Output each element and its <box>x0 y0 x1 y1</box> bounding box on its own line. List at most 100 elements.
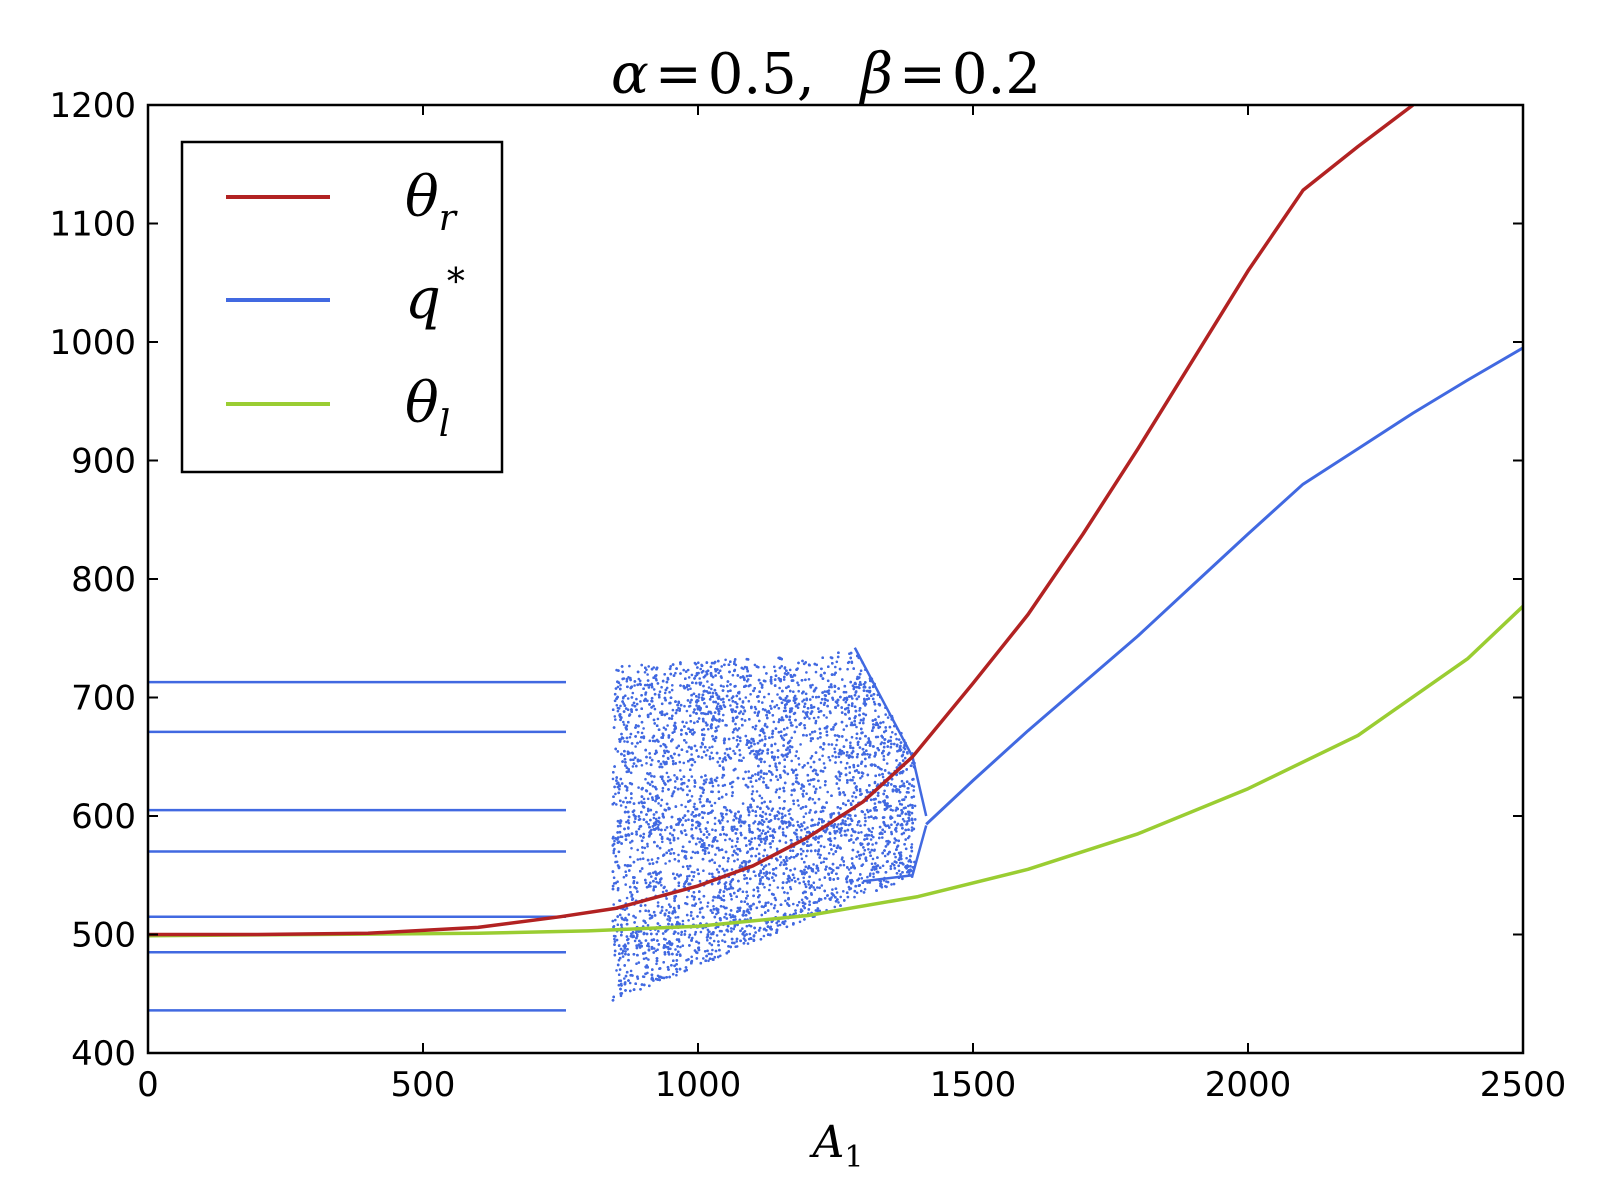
q-star-point <box>614 718 617 721</box>
q-star-point <box>618 787 621 791</box>
q-star-point <box>792 902 795 906</box>
q-star-point <box>741 865 744 869</box>
q-star-point <box>912 789 915 792</box>
q-star-point <box>729 704 732 707</box>
q-star-point <box>881 775 885 779</box>
q-star-point <box>855 725 858 729</box>
q-star-point <box>782 698 785 702</box>
q-star-point <box>663 691 667 695</box>
q-star-point <box>784 920 787 923</box>
q-star-point <box>774 874 778 877</box>
q-star-point <box>885 840 888 843</box>
q-star-point <box>887 781 890 785</box>
q-star-point <box>786 746 790 749</box>
q-star-point <box>801 792 804 796</box>
q-star-point <box>667 903 671 906</box>
q-star-point <box>761 701 764 704</box>
q-star-point <box>647 958 650 961</box>
q-star-point <box>732 736 735 740</box>
q-star-point <box>613 839 616 843</box>
q-star-point <box>872 723 875 726</box>
q-star-point <box>849 741 852 744</box>
q-star-point <box>759 775 763 778</box>
q-star-point <box>640 800 643 803</box>
q-star-point <box>799 743 802 746</box>
q-star-point <box>666 724 669 727</box>
q-star-point <box>812 886 815 889</box>
q-star-point <box>681 919 685 923</box>
q-star-point <box>877 726 880 730</box>
q-star-point <box>746 678 750 681</box>
q-star-point <box>833 905 837 909</box>
q-star-point <box>774 762 777 765</box>
q-star-point <box>698 911 702 914</box>
q-star-point <box>700 696 704 699</box>
q-star-point <box>715 868 719 871</box>
q-star-point <box>791 818 794 821</box>
q-star-point <box>694 851 697 855</box>
q-star-point <box>733 849 736 853</box>
q-star-point <box>872 835 875 839</box>
q-star-point <box>774 790 778 794</box>
q-star-point <box>783 765 786 768</box>
q-star-point <box>879 742 883 746</box>
q-star-point <box>764 839 767 843</box>
q-star-point <box>616 824 620 828</box>
q-star-point <box>711 756 715 760</box>
q-star-point <box>693 871 696 874</box>
q-star-point <box>662 779 665 783</box>
q-star-point <box>634 916 637 919</box>
q-star-point <box>655 678 658 682</box>
q-star-point <box>870 862 874 866</box>
q-star-point <box>787 809 790 812</box>
q-star-point <box>703 843 706 847</box>
q-star-point <box>897 869 901 873</box>
q-star-point <box>733 827 736 831</box>
q-star-point <box>780 861 783 864</box>
q-star-point <box>871 843 874 846</box>
q-star-point <box>812 863 815 866</box>
q-star-point <box>809 765 813 769</box>
q-star-point <box>687 676 691 679</box>
q-star-point <box>666 942 669 945</box>
q-star-point <box>883 789 886 793</box>
q-star-point <box>814 849 817 852</box>
q-star-point <box>622 720 625 724</box>
q-star-point <box>826 790 829 794</box>
q-star-point <box>724 658 727 662</box>
q-star-point <box>699 667 702 671</box>
q-star-point <box>612 876 616 879</box>
q-star-point <box>809 739 813 743</box>
q-star-point <box>768 764 772 768</box>
q-star-point <box>789 849 792 852</box>
q-star-point <box>658 690 662 693</box>
q-star-point <box>790 759 793 763</box>
q-star-point <box>790 789 794 792</box>
q-star-point <box>829 711 832 715</box>
q-star-point <box>760 796 764 800</box>
q-star-point <box>711 899 715 902</box>
q-star-point <box>730 868 734 871</box>
q-star-point <box>772 872 776 876</box>
q-star-point <box>763 735 767 738</box>
q-star-point <box>859 824 862 827</box>
q-star-point <box>682 885 686 888</box>
q-star-point <box>691 904 694 907</box>
q-star-point <box>898 802 902 806</box>
q-star-point <box>720 814 724 818</box>
q-star-point <box>676 915 680 919</box>
q-star-point <box>769 771 773 774</box>
q-star-point <box>759 760 763 764</box>
title-alpha-value: 0.5 <box>708 42 797 107</box>
q-star-point <box>770 682 773 685</box>
q-star-point <box>894 855 897 859</box>
q-star-point <box>699 901 702 904</box>
q-star-point <box>891 731 894 734</box>
q-star-point <box>624 805 628 809</box>
q-star-point <box>660 777 664 781</box>
q-star-point <box>871 857 875 861</box>
q-star-point <box>844 690 848 694</box>
q-star-point <box>643 846 647 850</box>
q-star-point <box>613 847 616 851</box>
